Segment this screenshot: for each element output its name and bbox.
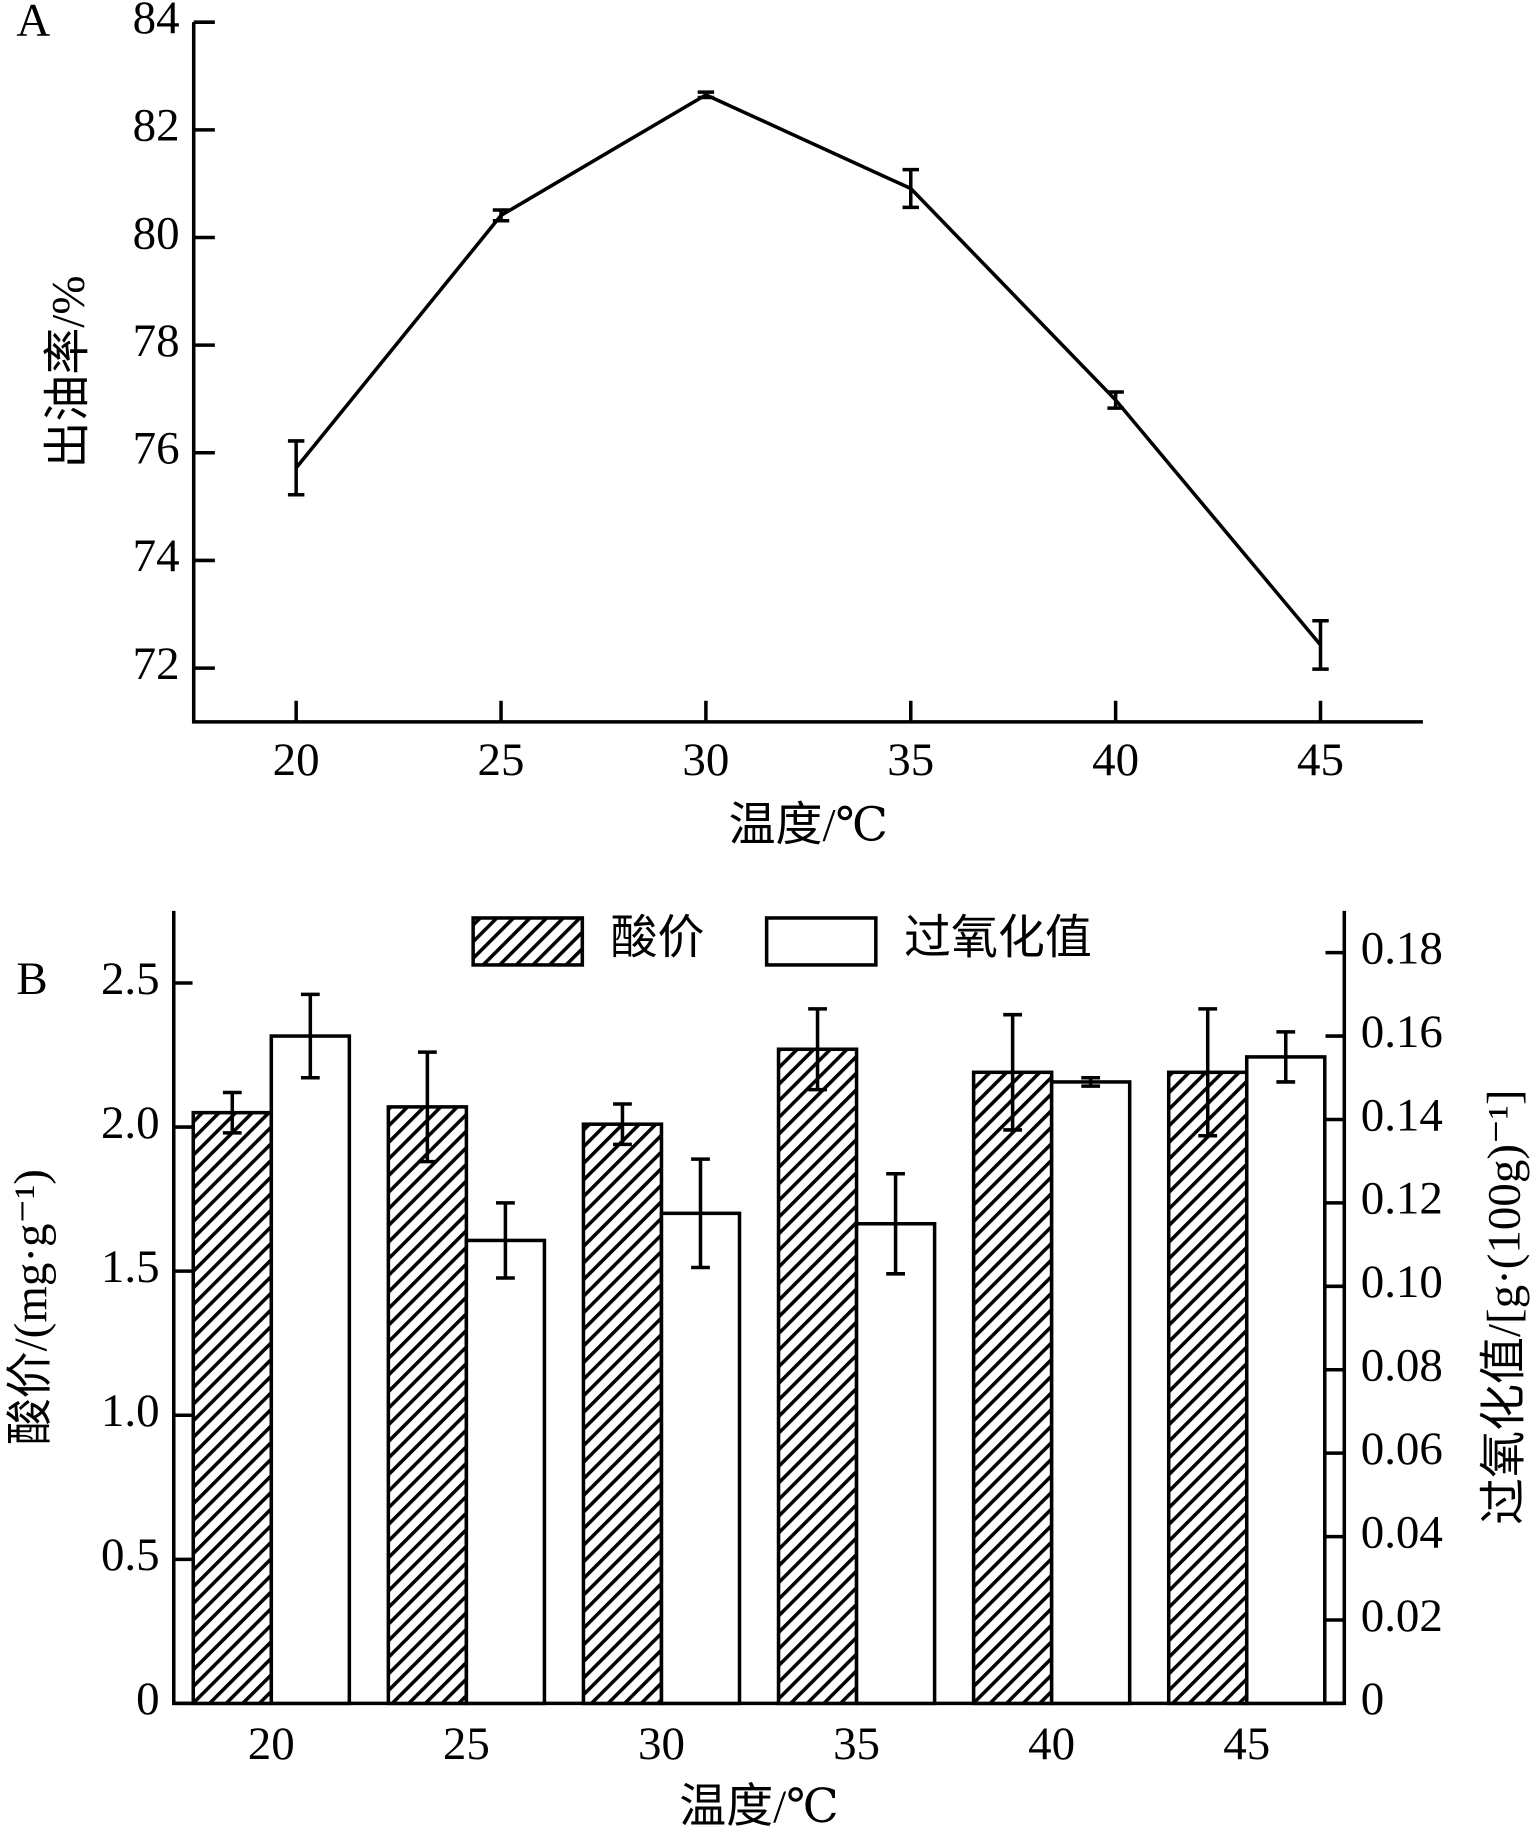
bar [581, 1122, 664, 1706]
bar [191, 1110, 274, 1706]
x-tick-label: 30 [638, 1718, 685, 1770]
error-bar [613, 1102, 632, 1147]
error-bar [1198, 1007, 1218, 1138]
error-bar [697, 90, 715, 100]
y-tick-label: 72 [133, 638, 180, 690]
bar [269, 1034, 352, 1706]
y-tick-label: 0.5 [101, 1529, 160, 1581]
bar [386, 1105, 469, 1706]
y-axis-title: 出油率/% [43, 276, 95, 469]
bar [1049, 1080, 1132, 1706]
bar [464, 1238, 547, 1706]
x-tick-label: 35 [887, 734, 934, 786]
error-bar [886, 1171, 905, 1276]
error-bar [300, 992, 320, 1080]
x-tick-label: 40 [1092, 734, 1139, 786]
x-tick-label: 35 [833, 1718, 880, 1770]
y-tick-label: 2.5 [101, 953, 160, 1005]
y2-tick-label: 0.18 [1361, 922, 1443, 974]
x-tick-label: 25 [443, 1718, 490, 1770]
x-axis-title: 温度/℃ [729, 800, 888, 852]
error-bar [902, 167, 919, 210]
y-axis-title: 酸价/(mg·g⁻¹) [5, 1169, 57, 1445]
y2-tick-label: 0 [1361, 1673, 1384, 1725]
y-tick-label: 1.5 [101, 1241, 160, 1293]
x-tick-label: 45 [1297, 734, 1344, 786]
bar [854, 1221, 937, 1706]
bar [971, 1070, 1054, 1706]
x-tick-label: 20 [248, 1718, 295, 1770]
y2-axis-title: 过氧化值/[g·(100g)⁻¹] [1478, 1090, 1530, 1525]
y-tick-label: 80 [133, 207, 180, 259]
y-tick-label: 82 [133, 100, 180, 152]
x-tick-label: 45 [1223, 1718, 1270, 1770]
y-tick-label: 76 [133, 423, 180, 475]
y-tick-label: 2.0 [101, 1097, 160, 1149]
x-tick-label: 30 [682, 734, 729, 786]
y2-tick-label: 0.10 [1361, 1256, 1443, 1308]
error-bar [417, 1050, 437, 1164]
legend-swatch [471, 916, 585, 967]
y-tick-label: 84 [133, 0, 180, 44]
legend-swatch [764, 916, 878, 967]
bar [776, 1047, 859, 1706]
x-tick-label: 20 [273, 734, 320, 786]
bar [659, 1211, 742, 1706]
error-bar [1107, 390, 1124, 410]
x-tick-label: 25 [478, 734, 525, 786]
y2-tick-label: 0.06 [1361, 1423, 1443, 1475]
error-bar [1081, 1076, 1101, 1088]
y-tick-label: 74 [133, 530, 180, 582]
error-bar [222, 1090, 242, 1135]
y2-tick-label: 0.16 [1361, 1006, 1443, 1058]
x-axis-title: 温度/℃ [679, 1781, 838, 1833]
error-bar [287, 439, 305, 497]
error-bar [1003, 1012, 1023, 1132]
bar [1166, 1070, 1249, 1706]
axis-line [171, 910, 1347, 1706]
error-bar [492, 208, 510, 223]
legend-label: 过氧化值 [904, 912, 1092, 964]
y-tick-label: 78 [133, 315, 180, 367]
data-line [294, 92, 1322, 647]
panel-label: B [16, 953, 47, 1005]
bar [1244, 1055, 1327, 1706]
x-tick-label: 40 [1028, 1718, 1075, 1770]
y2-tick-label: 0.08 [1361, 1340, 1443, 1392]
error-bar [1312, 618, 1329, 671]
y2-tick-label: 0.14 [1361, 1089, 1443, 1141]
error-bar [808, 1007, 827, 1092]
panel-label: A [16, 0, 50, 46]
error-bar [496, 1201, 515, 1280]
axis-line [191, 22, 1423, 724]
y2-tick-label: 0.12 [1361, 1173, 1443, 1225]
error-bar [1276, 1030, 1296, 1084]
y2-tick-label: 0.04 [1361, 1506, 1443, 1558]
legend-label: 酸价 [611, 912, 705, 964]
error-bar [691, 1157, 710, 1270]
y-tick-label: 1.0 [101, 1385, 160, 1437]
y-tick-label: 0 [136, 1673, 159, 1725]
y2-tick-label: 0.02 [1361, 1590, 1443, 1642]
